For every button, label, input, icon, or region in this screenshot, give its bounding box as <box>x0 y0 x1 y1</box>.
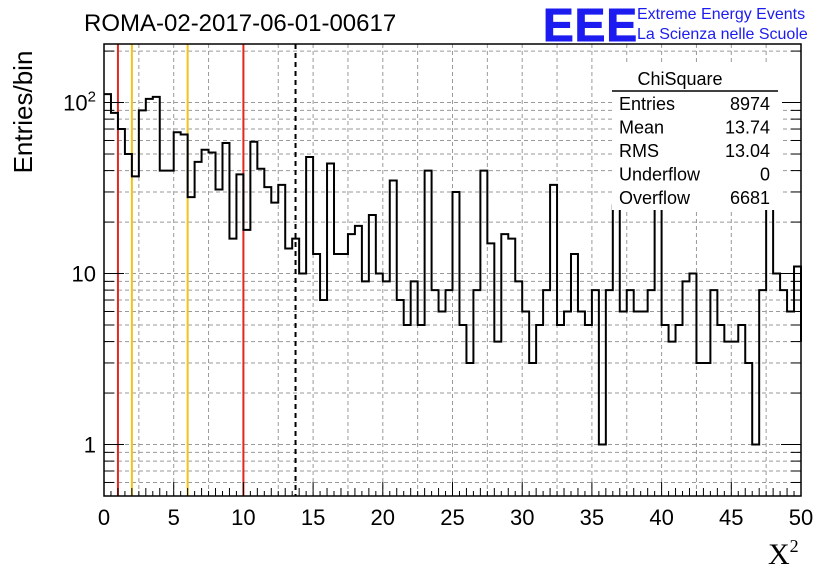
stats-box: ChiSquare Entries 8974 Mean 13.74 RMS 13.04 Un… <box>612 64 782 210</box>
stats-row-label: Underflow <box>619 165 701 185</box>
x-tick-label: 40 <box>649 505 673 530</box>
stats-row-label: RMS <box>619 141 659 161</box>
y-tick-label: 10 <box>72 262 96 287</box>
axis-labels: Entries/bin X2 <box>8 51 799 571</box>
y-tick-label: 1 <box>84 433 96 458</box>
stats-row-value: 13.04 <box>725 141 770 161</box>
x-tick-label: 10 <box>231 505 255 530</box>
x-tick-label: 30 <box>510 505 534 530</box>
stats-box-bg <box>612 64 782 210</box>
eee-logo-line1: Extreme Energy Events <box>637 6 806 23</box>
stats-row-label: Mean <box>619 118 664 138</box>
stats-row-label: Overflow <box>619 188 691 208</box>
marker-lines <box>116 44 297 496</box>
x-tick-label: 5 <box>168 505 180 530</box>
stats-row-value: 8974 <box>730 94 770 114</box>
x-tick-label: 35 <box>580 505 604 530</box>
stats-row-value: 13.74 <box>725 118 770 138</box>
eee-logo-line2: La Scienza nelle Scuole <box>637 26 808 43</box>
stats-row-value: 0 <box>760 165 770 185</box>
histogram-outline <box>104 93 802 446</box>
x-tick-label: 50 <box>789 505 813 530</box>
y-tick-label: 102 <box>63 89 96 116</box>
y-axis-label: Entries/bin <box>8 51 38 174</box>
stats-row-label: Entries <box>619 94 675 114</box>
histogram-series <box>104 93 802 446</box>
x-tick-label: 0 <box>98 505 110 530</box>
axis-ticks: 0 5 10 15 20 25 30 35 40 45 50 1 10 102 <box>63 50 813 530</box>
x-tick-label: 45 <box>719 505 743 530</box>
x-axis-label: X2 <box>768 536 799 571</box>
eee-logo-mark: EEE <box>542 0 639 52</box>
x-tick-label: 25 <box>440 505 464 530</box>
stats-title: ChiSquare <box>637 69 722 89</box>
x-tick-label: 20 <box>371 505 395 530</box>
x-axis-label-sup: 2 <box>790 536 799 556</box>
chart-title: ROMA-02-2017-06-01-00617 <box>84 10 397 37</box>
x-tick-label: 15 <box>301 505 325 530</box>
stats-row-value: 6681 <box>730 188 770 208</box>
